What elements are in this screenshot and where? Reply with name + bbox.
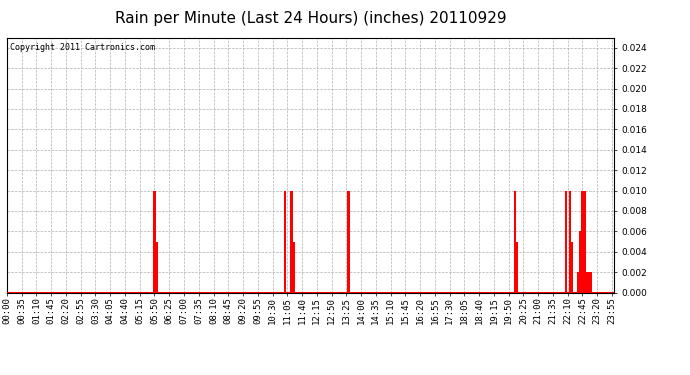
- Text: Rain per Minute (Last 24 Hours) (inches) 20110929: Rain per Minute (Last 24 Hours) (inches)…: [115, 11, 506, 26]
- Bar: [516, 242, 518, 292]
- Bar: [580, 231, 582, 292]
- Bar: [155, 242, 157, 292]
- Text: Copyright 2011 Cartronics.com: Copyright 2011 Cartronics.com: [10, 43, 155, 52]
- Bar: [347, 190, 350, 292]
- Bar: [586, 272, 588, 292]
- Bar: [588, 272, 590, 292]
- Bar: [584, 190, 586, 292]
- Bar: [569, 190, 571, 292]
- Bar: [284, 190, 286, 292]
- Bar: [290, 190, 293, 292]
- Bar: [514, 190, 516, 292]
- Bar: [582, 190, 584, 292]
- Bar: [571, 242, 573, 292]
- Bar: [153, 190, 155, 292]
- Bar: [564, 190, 566, 292]
- Bar: [578, 272, 580, 292]
- Bar: [293, 242, 295, 292]
- Bar: [590, 272, 592, 292]
